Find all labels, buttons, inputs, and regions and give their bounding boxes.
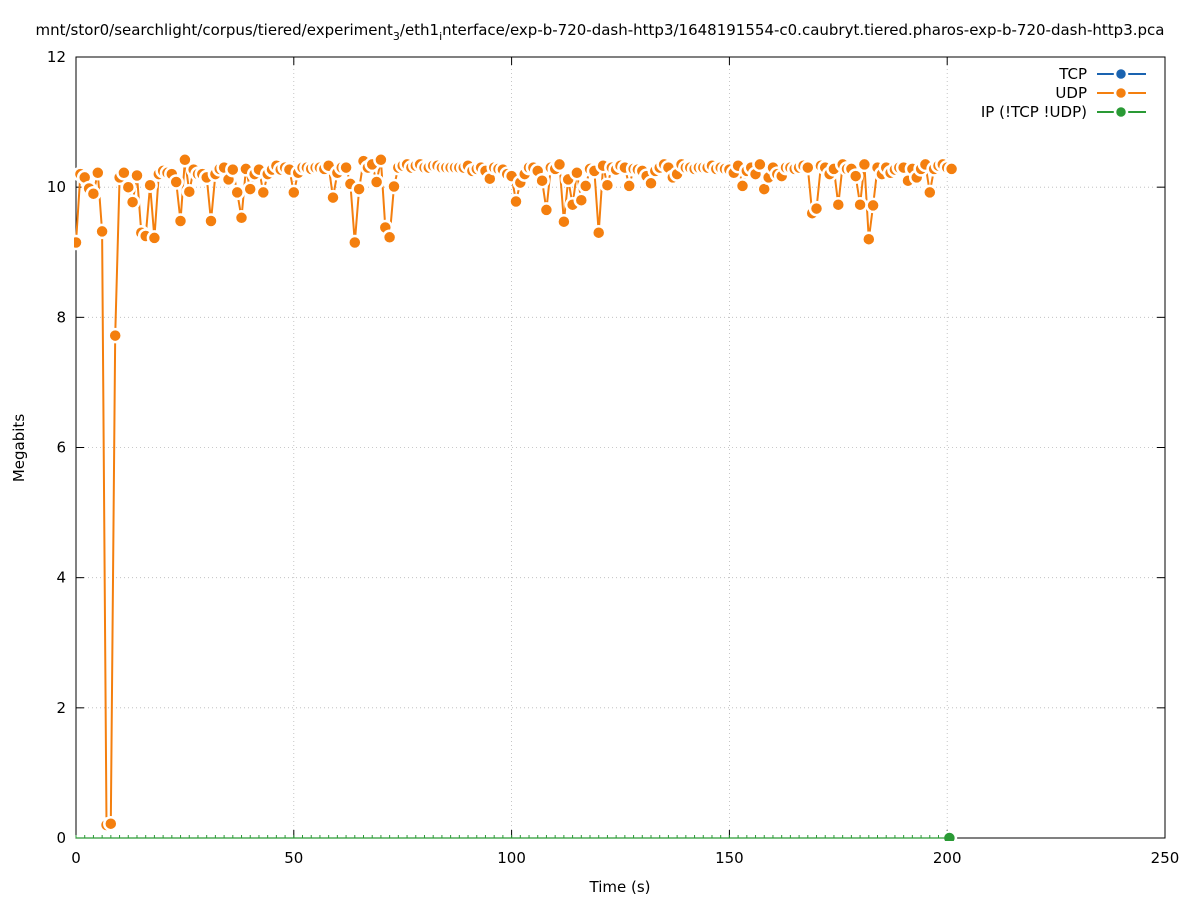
data-point-udp (242, 181, 258, 197)
data-point-udp (734, 178, 751, 194)
data-point-udp (386, 178, 402, 195)
chart-title-subscript-2: i (439, 30, 442, 43)
data-point-udp (551, 156, 568, 173)
y-tick-labels: 0 2 4 6 8 10 12 (47, 48, 66, 847)
data-point-udp (830, 196, 847, 213)
x-axis-label: Time (s) (589, 878, 651, 896)
data-point-udp (569, 165, 585, 181)
y-tick-label: 12 (47, 48, 66, 66)
data-point-udp (74, 234, 84, 251)
x-tick-labels: 0 50 100 150 200 250 (71, 849, 1179, 867)
data-point-udp (142, 177, 158, 193)
data-point-udp (534, 172, 550, 189)
data-point-udp (103, 815, 119, 832)
x-tick-label: 0 (71, 849, 81, 867)
data-point-udp (85, 185, 102, 202)
y-axis-label: Megabits (10, 414, 28, 482)
y-tick-label: 6 (56, 439, 66, 457)
series-udp (74, 152, 960, 833)
data-point-udp (90, 165, 106, 181)
data-point-udp (351, 181, 367, 197)
legend-item: IP (!TCP !UDP) (981, 103, 1146, 121)
data-point-udp (861, 231, 877, 247)
legend-marker (1113, 85, 1129, 101)
data-point-udp (94, 223, 110, 240)
data-point-udp (752, 156, 768, 173)
data-point-udp (943, 161, 960, 177)
data-point-udp (368, 174, 385, 190)
data-point-udp (852, 196, 868, 213)
data-point-udp (229, 184, 245, 201)
data-point-udp (599, 177, 616, 193)
y-tick-label: 4 (56, 569, 66, 587)
data-point-udp (225, 161, 241, 178)
x-tick-label: 100 (497, 849, 526, 867)
data-point-udp (338, 159, 354, 176)
data-point-udp (847, 168, 864, 184)
data-point-udp (146, 230, 163, 246)
data-point-udp (255, 184, 272, 201)
data-point-udp (643, 175, 659, 192)
data-point-udp (922, 184, 938, 201)
ip-baseline (75, 835, 950, 839)
x-tick-label: 250 (1151, 849, 1180, 867)
data-point-udp (865, 197, 881, 214)
legend-item: TCP (1058, 65, 1146, 83)
data-point-udp (590, 224, 607, 241)
data-point-udp (168, 174, 184, 190)
data-point-udp (508, 193, 524, 210)
series-line-udp (75, 158, 952, 826)
chart-title-part-1: mnt/stor0/searchlight/corpus/tiered/expe… (36, 21, 393, 39)
data-point-udp (107, 327, 123, 344)
y-tick-label: 2 (56, 699, 66, 717)
data-point-udp (129, 167, 145, 184)
chart-title: mnt/stor0/searchlight/corpus/tiered/expe… (36, 21, 1165, 43)
legend-marker (1113, 66, 1129, 82)
chart-title-subscript-1: 3 (393, 30, 400, 43)
data-point-udp (573, 192, 590, 208)
data-point-udp (538, 202, 555, 218)
data-point-udp (381, 229, 398, 246)
data-point-udp (577, 178, 594, 194)
chart-title-part-2: /eth1 (400, 21, 439, 39)
data-point-udp (800, 159, 816, 176)
legend-item: UDP (1055, 84, 1146, 102)
data-point-udp (203, 213, 219, 229)
data-point-udp (172, 213, 189, 229)
data-point-udp (325, 189, 341, 206)
legend-marker (1113, 104, 1129, 120)
x-tick-label: 50 (284, 849, 303, 867)
x-tick-label: 150 (715, 849, 744, 867)
data-point-udp (233, 210, 250, 226)
y-tick-label: 8 (56, 308, 66, 326)
data-point-udp (347, 234, 363, 251)
data-point-udp (116, 165, 132, 181)
data-point-udp (621, 178, 637, 194)
data-point-udp (373, 152, 389, 168)
data-point-udp (286, 184, 302, 201)
data-point-udp (177, 152, 193, 168)
legend-label: UDP (1055, 84, 1087, 102)
series-layer (74, 152, 960, 841)
data-point-udp (124, 194, 141, 210)
legend-label: IP (!TCP !UDP) (981, 103, 1087, 121)
y-tick-label: 0 (56, 829, 66, 847)
legend-label: TCP (1058, 65, 1087, 83)
data-point-udp (556, 213, 572, 230)
y-tick-label: 10 (47, 178, 66, 196)
grid-lines (76, 57, 1165, 838)
data-point-udp (808, 200, 825, 217)
data-point-udp (120, 179, 137, 195)
data-point-udp (856, 156, 873, 173)
x-tick-label: 200 (933, 849, 962, 867)
data-point-udp (181, 183, 198, 200)
chart-title-part-3: nterface/exp-b-720-dash-http3/1648191554… (442, 21, 1164, 39)
